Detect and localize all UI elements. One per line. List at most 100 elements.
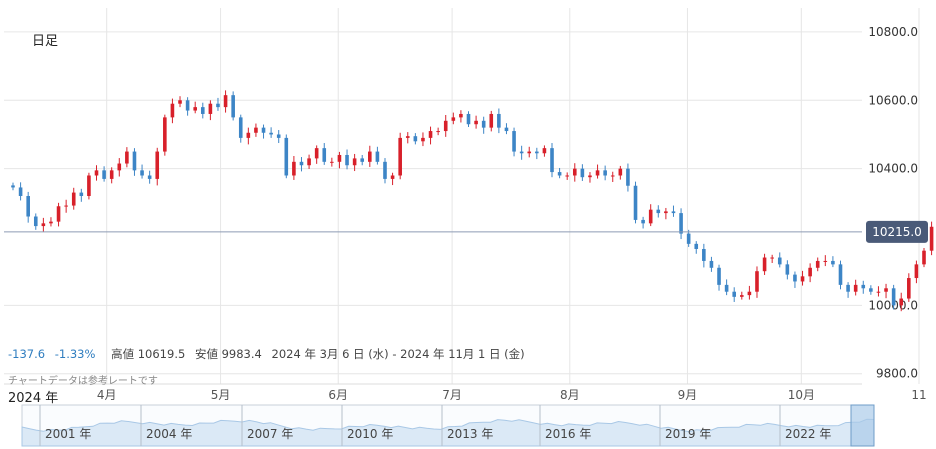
candle-down[interactable] [504, 127, 509, 132]
candle-up[interactable] [572, 168, 577, 176]
candle-down[interactable] [777, 257, 782, 265]
candle-up[interactable] [163, 117, 167, 152]
candle-down[interactable] [33, 216, 38, 227]
candle-up[interactable] [747, 291, 752, 296]
candle-down[interactable] [276, 134, 281, 138]
candle-up[interactable] [648, 209, 653, 224]
candle-down[interactable] [694, 243, 699, 249]
candle-up[interactable] [368, 151, 372, 162]
candle-down[interactable] [18, 187, 23, 196]
candle-down[interactable] [535, 151, 539, 154]
candle-down[interactable] [869, 288, 873, 292]
candle-up[interactable] [421, 137, 425, 142]
candle-up[interactable] [489, 113, 494, 128]
candle-down[interactable] [891, 288, 896, 306]
candle-down[interactable] [838, 264, 843, 285]
candle-up[interactable] [314, 148, 319, 159]
candle-down[interactable] [345, 154, 349, 166]
candle-up[interactable] [800, 276, 805, 282]
candle-up[interactable] [770, 257, 774, 259]
candle-down[interactable] [102, 170, 106, 179]
candle-up[interactable] [610, 175, 615, 177]
candle-up[interactable] [337, 154, 342, 162]
candle-up[interactable] [588, 175, 592, 178]
candle-down[interactable] [322, 148, 327, 162]
candle-down[interactable] [216, 103, 220, 108]
candle-down[interactable] [793, 274, 797, 282]
candle-up[interactable] [398, 137, 402, 176]
candle-up[interactable] [899, 298, 904, 306]
candle-down[interactable] [671, 211, 676, 214]
candle-down[interactable] [375, 151, 380, 162]
candle-up[interactable] [618, 168, 623, 176]
candle-up[interactable] [459, 113, 463, 118]
candle-up[interactable] [436, 131, 440, 133]
candle-up[interactable] [451, 117, 456, 121]
candle-down[interactable] [497, 113, 501, 128]
candle-up[interactable] [330, 161, 334, 163]
candle-up[interactable] [740, 295, 744, 297]
candle-down[interactable] [284, 137, 289, 176]
candle-down[interactable] [231, 95, 235, 118]
candle-down[interactable] [200, 107, 205, 114]
candle-down[interactable] [238, 117, 243, 138]
candle-up[interactable] [49, 221, 53, 224]
candle-down[interactable] [512, 131, 516, 152]
candle-up[interactable] [762, 257, 767, 272]
candle-down[interactable] [261, 127, 266, 133]
candle-up[interactable] [922, 250, 926, 265]
candle-down[interactable] [140, 170, 144, 176]
candle-down[interactable] [702, 248, 706, 261]
candle-up[interactable] [307, 158, 311, 166]
candle-up[interactable] [405, 136, 410, 138]
candle-down[interactable] [732, 291, 737, 297]
candle-up[interactable] [542, 148, 547, 154]
candle-down[interactable] [686, 233, 691, 244]
candle-down[interactable] [481, 120, 486, 128]
candle-down[interactable] [383, 161, 387, 179]
period-label[interactable]: 日足 [32, 34, 59, 49]
candle-up[interactable] [823, 260, 828, 262]
candle-down[interactable] [656, 209, 661, 214]
candle-up[interactable] [246, 132, 251, 138]
candle-up[interactable] [755, 271, 759, 292]
candle-up[interactable] [664, 211, 668, 214]
candle-up[interactable] [428, 131, 433, 138]
candle-up[interactable] [876, 291, 881, 293]
candle-up[interactable] [292, 161, 296, 176]
candle-down[interactable] [626, 168, 630, 186]
candle-up[interactable] [595, 170, 600, 176]
candle-down[interactable] [717, 267, 721, 285]
candle-up[interactable] [254, 127, 258, 133]
candle-down[interactable] [26, 196, 30, 217]
candle-up[interactable] [94, 170, 99, 176]
candle-down[interactable] [147, 175, 152, 179]
candle-up[interactable] [117, 163, 122, 171]
candle-up[interactable] [125, 151, 129, 164]
candle-down[interactable] [557, 172, 562, 176]
candle-up[interactable] [64, 205, 68, 207]
candle-down[interactable] [785, 264, 790, 275]
candle-up[interactable] [71, 192, 76, 206]
candle-down[interactable] [360, 158, 365, 162]
candle-up[interactable] [929, 226, 934, 251]
candle-down[interactable] [831, 260, 835, 265]
candle-down[interactable] [413, 136, 418, 142]
candle-up[interactable] [87, 175, 91, 196]
candle-down[interactable] [633, 185, 638, 220]
candle-up[interactable] [565, 175, 569, 177]
candle-up[interactable] [178, 100, 182, 104]
navigator-selection[interactable] [850, 404, 875, 447]
candle-up[interactable] [884, 288, 888, 292]
candle-down[interactable] [299, 161, 304, 166]
candle-up[interactable] [527, 151, 532, 154]
candle-down[interactable] [519, 151, 524, 154]
candle-down[interactable] [861, 284, 866, 289]
candle-up[interactable] [208, 103, 213, 114]
candle-up[interactable] [193, 107, 197, 111]
candle-down[interactable] [846, 284, 850, 292]
candle-up[interactable] [914, 264, 919, 279]
candle-down[interactable] [185, 100, 190, 111]
candle-up[interactable] [443, 120, 448, 132]
candle-up[interactable] [808, 267, 812, 277]
